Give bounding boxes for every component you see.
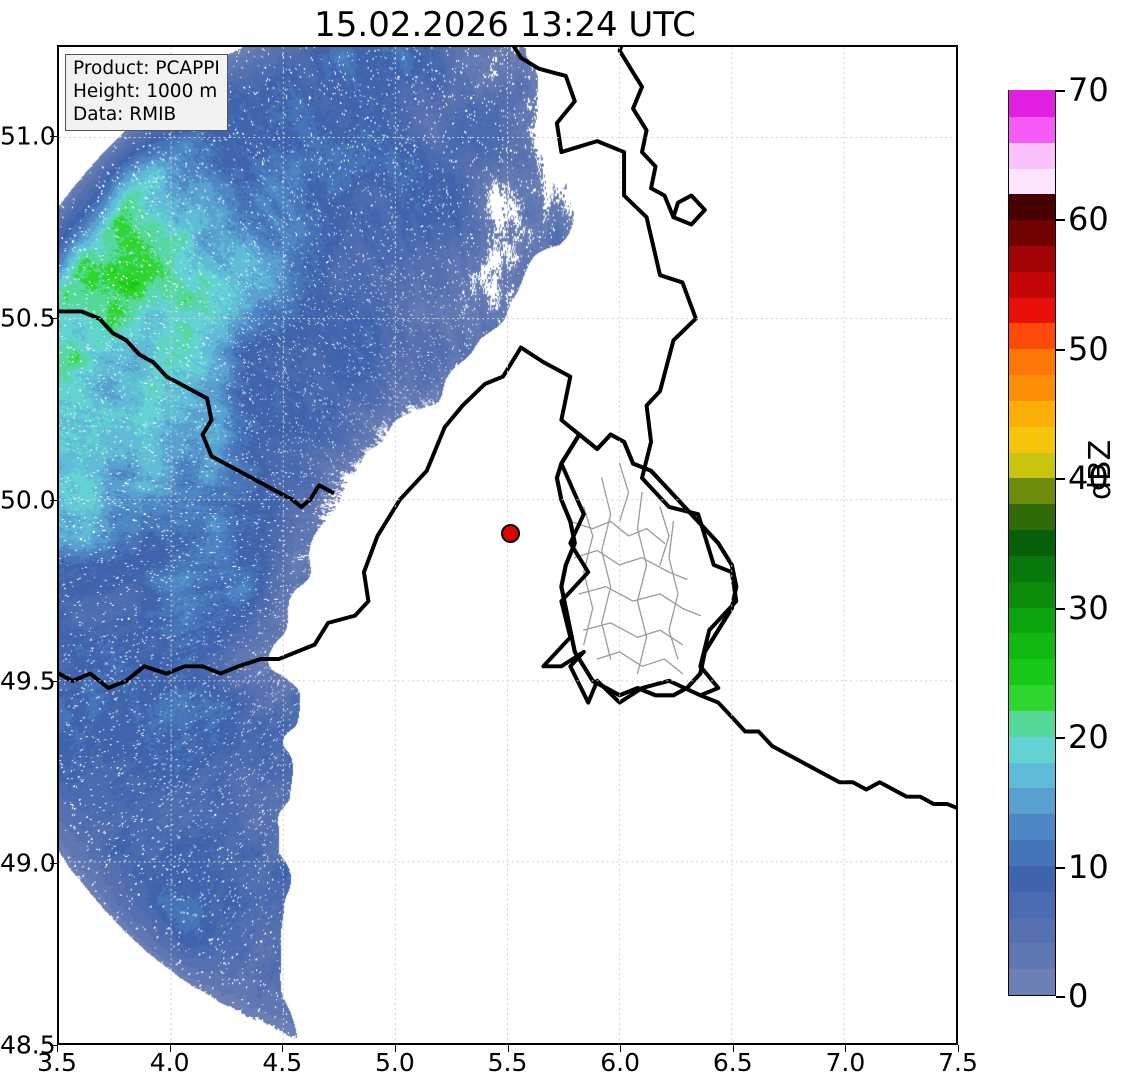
x-tick-label: 5.5: [487, 1048, 528, 1077]
map-plot-area[interactable]: Product: PCAPPI Height: 1000 m Data: RMI…: [57, 45, 958, 1045]
x-tick-label: 7.5: [938, 1048, 978, 1077]
y-tick-mark: [50, 135, 57, 137]
colorbar-tick-label: 10: [1068, 847, 1109, 886]
x-tick-mark: [620, 1045, 622, 1052]
x-tick-label: 6.5: [712, 1048, 753, 1077]
colorbar-band: [1009, 219, 1055, 246]
x-tick-label: 6.0: [600, 1048, 641, 1077]
colorbar-band: [1009, 167, 1055, 195]
colorbar-band: [1009, 632, 1055, 660]
colorbar-band: [1009, 426, 1055, 453]
map-plot-inner: Product: PCAPPI Height: 1000 m Data: RMI…: [59, 47, 956, 1043]
colorbar-tick-label: 20: [1068, 718, 1109, 757]
map-borders-layer: [59, 47, 956, 810]
y-tick-mark: [50, 681, 57, 683]
x-tick-mark: [958, 1045, 959, 1052]
colorbar-band: [1009, 374, 1055, 401]
colorbar-tick-mark: [1056, 219, 1065, 222]
y-tick-label: 50.0: [0, 485, 56, 515]
y-tick-label: 48.5: [0, 1030, 56, 1060]
page-title: 15.02.2026 13:24 UTC: [314, 5, 696, 45]
colorbar-tick-mark: [1056, 607, 1065, 610]
radar-station-marker[interactable]: [501, 523, 521, 543]
colorbar-band: [1009, 736, 1055, 763]
colorbar-tick-label: 50: [1068, 329, 1109, 368]
y-tick-mark: [50, 1045, 57, 1046]
colorbar-axis-label: dBZ: [1083, 439, 1118, 500]
x-tick-label: 5.0: [374, 1048, 415, 1077]
colorbar-band: [1009, 839, 1055, 866]
y-tick-label: 49.0: [0, 848, 56, 878]
y-tick-label: 51.0: [0, 121, 56, 151]
colorbar-band: [1009, 193, 1055, 221]
colorbar-band: [1009, 400, 1055, 427]
colorbar-tick-mark: [1056, 348, 1065, 351]
colorbar-band: [1009, 968, 1055, 995]
x-tick-label: 4.5: [262, 1048, 303, 1077]
colorbar-band: [1009, 581, 1055, 608]
colorbar-band: [1009, 477, 1055, 505]
x-tick-label: 7.0: [825, 1048, 866, 1077]
x-tick-mark: [732, 1045, 734, 1052]
info-product: Product: PCAPPI: [73, 58, 220, 79]
colorbar-band: [1009, 348, 1055, 376]
colorbar-tick-label: 0: [1068, 977, 1089, 1015]
colorbar-band: [1009, 658, 1055, 686]
x-tick-mark: [169, 1045, 171, 1052]
colorbar-tick-label: 40: [1068, 459, 1109, 498]
colorbar-band: [1009, 555, 1055, 582]
info-height: Height: 1000 m: [73, 80, 218, 102]
colorbar-band: [1009, 245, 1055, 272]
y-tick-label: 49.5: [0, 666, 56, 696]
y-tick-mark: [50, 317, 57, 319]
colorbar-band: [1009, 116, 1055, 143]
colorbar-band: [1009, 297, 1055, 324]
y-tick-label: 50.5: [0, 303, 56, 333]
colorbar-band: [1009, 452, 1055, 479]
colorbar-band: [1009, 787, 1055, 815]
map-gridlines-layer: [59, 47, 956, 1043]
colorbar-band: [1009, 916, 1055, 944]
colorbar-band: [1009, 710, 1055, 737]
info-box: Product: PCAPPI Height: 1000 m Data: RMI…: [65, 54, 228, 132]
colorbar-band: [1009, 865, 1055, 892]
colorbar[interactable]: [1008, 90, 1056, 996]
colorbar-tick-mark: [1056, 996, 1065, 998]
x-tick-mark: [57, 1045, 58, 1052]
x-tick-mark: [507, 1045, 509, 1052]
colorbar-band: [1009, 322, 1055, 350]
x-tick-label: 3.5: [37, 1048, 77, 1077]
x-tick-mark: [394, 1045, 396, 1052]
y-tick-mark: [50, 863, 57, 865]
colorbar-band: [1009, 90, 1055, 117]
colorbar-tick-label: 60: [1068, 200, 1109, 239]
colorbar-band: [1009, 271, 1055, 298]
colorbar-tick-label: 70: [1068, 71, 1109, 109]
colorbar-tick-mark: [1056, 478, 1065, 481]
colorbar-band: [1009, 891, 1055, 918]
colorbar-band: [1009, 503, 1055, 531]
colorbar-band: [1009, 762, 1055, 789]
x-tick-mark: [845, 1045, 847, 1052]
colorbar-tick-label: 30: [1068, 588, 1109, 627]
colorbar-band: [1009, 942, 1055, 970]
colorbar-band: [1009, 142, 1055, 169]
colorbar-band: [1009, 684, 1055, 711]
colorbar-band: [1009, 607, 1055, 634]
colorbar-band: [1009, 813, 1055, 841]
x-tick-mark: [282, 1045, 284, 1052]
info-data: Data: RMIB: [73, 103, 177, 125]
x-tick-label: 4.0: [149, 1048, 190, 1077]
colorbar-band: [1009, 529, 1055, 556]
colorbar-tick-mark: [1056, 866, 1065, 869]
colorbar-tick-mark: [1056, 737, 1065, 740]
y-tick-mark: [50, 499, 57, 501]
colorbar-tick-mark: [1056, 90, 1065, 92]
